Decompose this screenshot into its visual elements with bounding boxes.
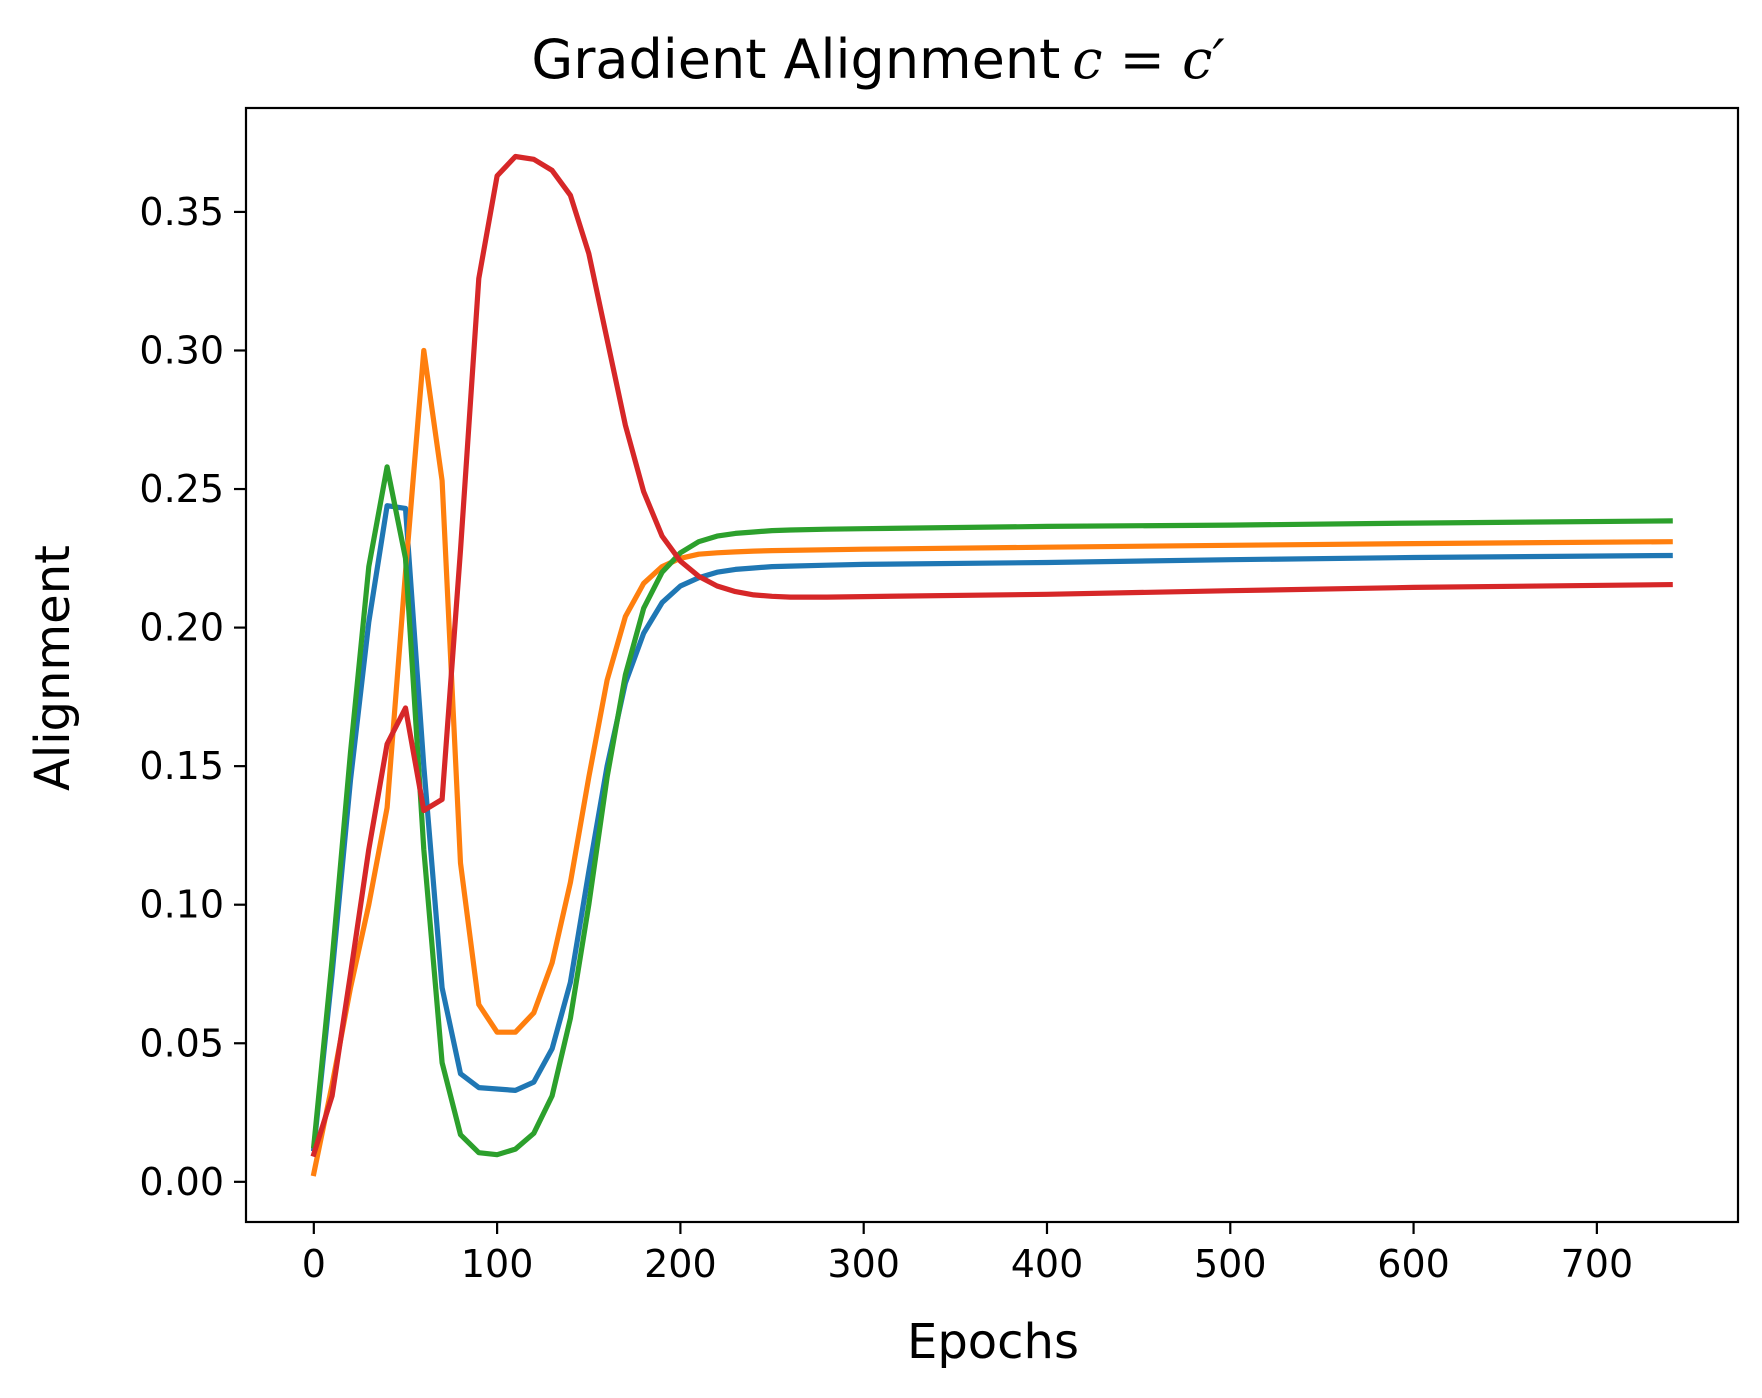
y-tick-label: 0.00: [139, 1160, 224, 1204]
y-tick-label: 0.25: [139, 467, 224, 511]
y-tick-label: 0.15: [139, 744, 224, 788]
y-tick-label: 0.30: [139, 328, 224, 372]
x-axis-label: Epochs: [907, 1314, 1079, 1370]
y-axis-label: Alignment: [25, 545, 81, 791]
x-axis-ticks: 0 100 200 300 400 500 600 700: [302, 1222, 1633, 1286]
x-tick-label: 500: [1194, 1242, 1267, 1286]
x-tick-label: 700: [1561, 1242, 1634, 1286]
x-tick-label: 0: [302, 1242, 326, 1286]
y-tick-label: 0.05: [139, 1021, 224, 1065]
x-tick-label: 300: [827, 1242, 900, 1286]
chart-title: Gradient Alignment c = c′: [531, 28, 1224, 91]
x-tick-label: 400: [1011, 1242, 1084, 1286]
y-tick-label: 0.35: [139, 190, 224, 234]
x-tick-label: 100: [461, 1242, 534, 1286]
y-tick-label: 0.10: [139, 883, 224, 927]
chart-title-math: c = c′: [1072, 28, 1224, 91]
plot-lines: [310, 153, 1673, 1177]
series-line-3: [310, 464, 1673, 1158]
series-line-4: [310, 153, 1673, 1158]
x-tick-label: 200: [644, 1242, 717, 1286]
x-tick-label: 600: [1377, 1242, 1450, 1286]
series-line-1: [310, 503, 1673, 1152]
plot-frame: [244, 106, 1740, 1224]
chart-title-text: Gradient Alignment: [531, 28, 1060, 91]
series-line-2: [310, 347, 1673, 1177]
y-axis-ticks: 0.00 0.05 0.10 0.15 0.20 0.25 0.30 0.35: [139, 190, 246, 1204]
y-tick-label: 0.20: [139, 606, 224, 650]
